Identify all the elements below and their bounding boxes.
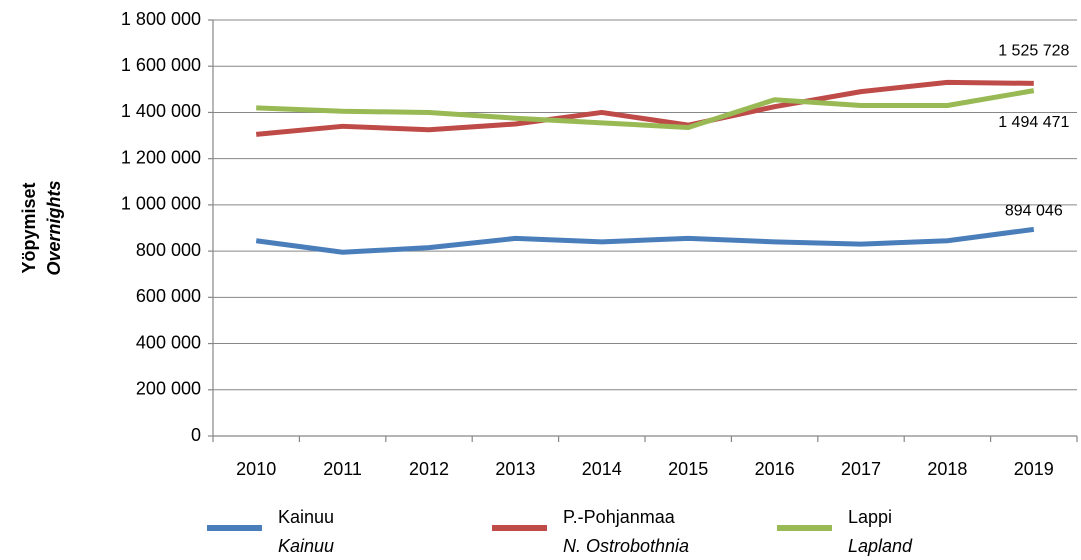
x-tick-label: 2017 xyxy=(841,459,881,479)
legend-label: Lappi xyxy=(848,507,892,527)
x-tick-label: 2016 xyxy=(755,459,795,479)
x-tick-label: 2019 xyxy=(1014,459,1054,479)
y-tick-label: 1 200 000 xyxy=(121,147,201,167)
legend-label-en: Kainuu xyxy=(278,536,334,556)
x-tick-label: 2011 xyxy=(323,459,362,479)
series-line xyxy=(256,88,1035,130)
series-line xyxy=(255,79,1034,137)
data-label: 1 494 471 xyxy=(998,114,1069,131)
x-tick-label: 2013 xyxy=(495,459,535,479)
x-tick-label: 2015 xyxy=(668,459,708,479)
x-tick-label: 2014 xyxy=(582,459,622,479)
legend-label: P.-Pohjanmaa xyxy=(563,507,676,527)
legend-label-en: Lapland xyxy=(848,536,913,556)
y-axis-label-en: Overnights xyxy=(44,180,64,275)
series-line xyxy=(255,226,1035,255)
y-tick-label: 1 800 000 xyxy=(121,9,201,29)
x-tick-label: 2010 xyxy=(236,459,276,479)
y-axis-label: Yöpymiset xyxy=(19,182,39,273)
y-tick-label: 1 400 000 xyxy=(121,101,201,121)
y-tick-label: 400 000 xyxy=(136,332,201,352)
y-tick-label: 0 xyxy=(191,425,201,445)
y-tick-label: 200 000 xyxy=(136,379,201,399)
legend-label: Kainuu xyxy=(278,507,334,527)
y-tick-label: 1 000 000 xyxy=(121,194,201,214)
data-label: 1 525 728 xyxy=(998,43,1069,60)
legend-label-en: N. Ostrobothnia xyxy=(563,536,689,556)
data-label: 894 046 xyxy=(1005,203,1063,220)
y-tick-label: 600 000 xyxy=(136,286,201,306)
y-tick-label: 800 000 xyxy=(136,240,201,260)
x-tick-label: 2012 xyxy=(409,459,449,479)
y-tick-label: 1 600 000 xyxy=(121,55,201,75)
x-tick-label: 2018 xyxy=(927,459,967,479)
